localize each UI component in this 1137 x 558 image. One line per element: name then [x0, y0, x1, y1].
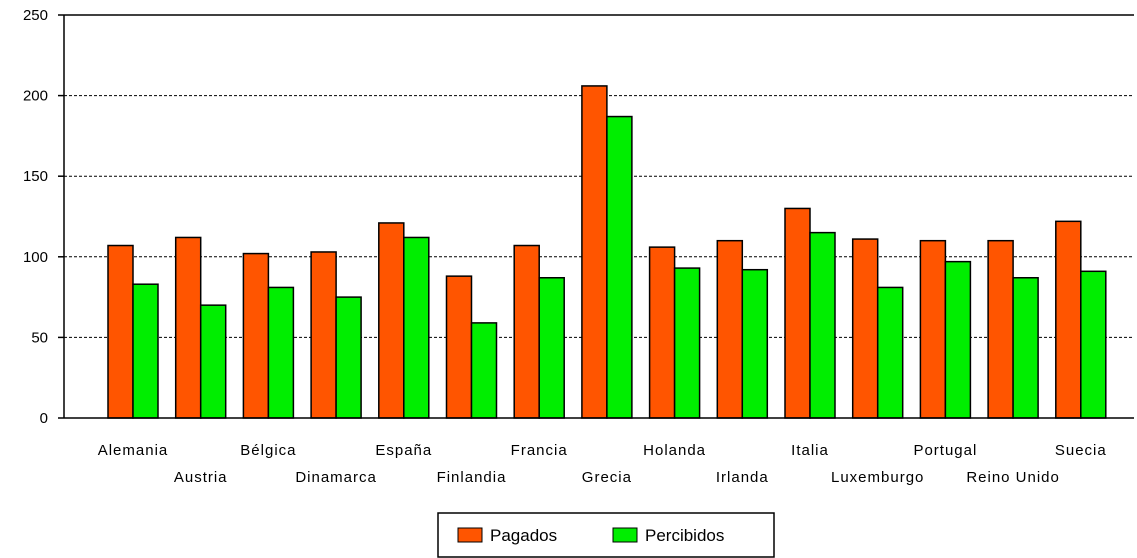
bar-percibidos-8: [673, 267, 701, 419]
bar-percibidos-13: [1012, 277, 1039, 419]
bar-pagados-1: [174, 236, 202, 419]
category-label: Portugal: [913, 442, 977, 459]
bar-percibidos-1: [199, 304, 227, 419]
category-label: Holanda: [643, 442, 706, 459]
bar-pagados-2: [242, 252, 270, 419]
bar-percibidos-4: [403, 236, 430, 419]
y-tick-label: 0: [40, 410, 48, 427]
bar-pagados-5: [445, 275, 473, 419]
y-tick-labels: 0 50 100 150 200 250: [23, 7, 48, 427]
y-tick-label: 50: [31, 329, 48, 346]
category-label: Francia: [511, 442, 568, 459]
bar-percibidos-6: [538, 277, 565, 419]
bar-pagados-11: [851, 238, 879, 419]
legend-label-percibidos: Percibidos: [645, 526, 724, 545]
bar-pagados-0: [107, 244, 134, 419]
bar-pagados-7: [581, 85, 608, 419]
category-label: Irlanda: [716, 469, 769, 486]
category-label: Dinamarca: [295, 469, 377, 486]
legend-swatch-percibidos: [612, 527, 638, 543]
category-label: España: [375, 442, 432, 459]
bar-pagados-3: [310, 251, 337, 419]
bar-pagados-14: [1055, 220, 1082, 419]
legend: Pagados Percibidos: [437, 512, 775, 558]
bar-pagados-6: [513, 244, 540, 419]
bar-percibidos-9: [741, 268, 769, 419]
bar-pagados-10: [784, 207, 811, 419]
category-label: Italia: [791, 442, 829, 459]
category-labels: Alemania Austria Bélgica Dinamarca España Fin…: [98, 442, 1107, 486]
bar-pagados-9: [716, 239, 744, 419]
category-label: Reino Unido: [966, 469, 1060, 486]
category-label: Bélgica: [240, 442, 296, 459]
bars: [107, 85, 1107, 419]
legend-swatch-pagados: [457, 527, 483, 543]
y-tick-label: 100: [23, 249, 48, 266]
category-label: Luxemburgo: [831, 469, 924, 486]
bar-pagados-4: [378, 222, 405, 419]
legend-label-pagados: Pagados: [490, 526, 557, 545]
bar-percibidos-2: [267, 286, 295, 419]
y-tick-label: 200: [23, 88, 48, 105]
bar-percibidos-3: [335, 296, 362, 419]
bar-pagados-8: [648, 246, 676, 419]
bar-percibidos-0: [132, 283, 159, 419]
category-label: Alemania: [98, 442, 169, 459]
bar-percibidos-7: [606, 115, 633, 419]
y-tick-label: 150: [23, 168, 48, 185]
y-tick-label: 250: [23, 7, 48, 24]
category-label: Finlandia: [437, 469, 507, 486]
legend-box: [437, 512, 775, 558]
axes: [63, 14, 1134, 419]
bar-percibidos-11: [876, 286, 904, 419]
bar-percibidos-14: [1080, 270, 1107, 419]
category-label: Grecia: [582, 469, 632, 486]
bar-percibidos-5: [470, 322, 498, 419]
bar-percibidos-12: [944, 260, 972, 419]
bar-percibidos-10: [809, 231, 836, 419]
bar-pagados-13: [987, 239, 1014, 419]
category-label: Suecia: [1055, 442, 1107, 459]
category-label: Austria: [174, 469, 228, 486]
bar-pagados-12: [919, 239, 947, 419]
